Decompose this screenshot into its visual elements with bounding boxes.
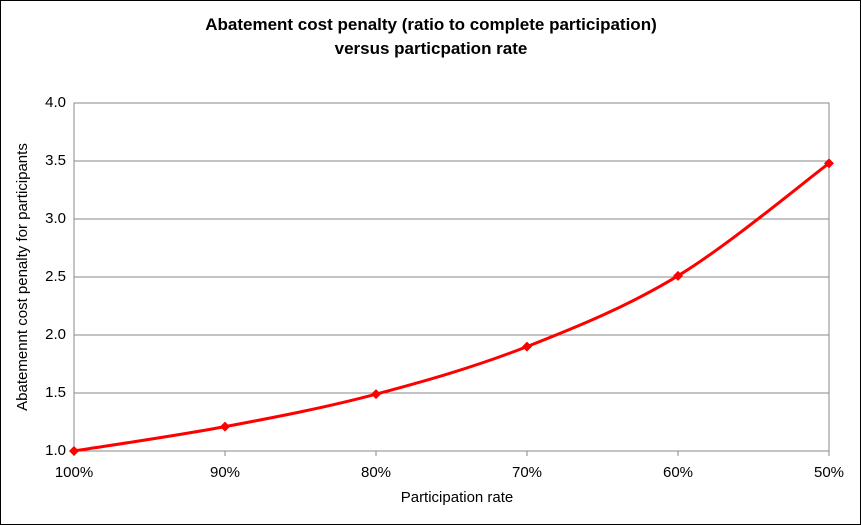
- y-axis-label: Abatemennt cost penalty for participants: [14, 143, 31, 411]
- series-line: [73, 162, 830, 453]
- x-tick-label: 60%: [663, 464, 693, 481]
- y-tick-label: 2.0: [45, 326, 66, 343]
- y-tick-label: 3.5: [45, 152, 66, 169]
- y-tick-label: 1.0: [45, 442, 66, 459]
- x-axis-label: Participation rate: [401, 489, 514, 506]
- x-tick-label: 50%: [814, 464, 844, 481]
- y-tick-label: 1.5: [45, 384, 66, 401]
- chart-title: Abatement cost penalty (ratio to complet…: [205, 15, 657, 58]
- data-point: [220, 421, 230, 432]
- y-tick-label: 2.5: [45, 268, 66, 285]
- y-tick-label: 3.0: [45, 210, 66, 227]
- data-point: [522, 341, 532, 352]
- data-point: [673, 270, 683, 281]
- data-point: [69, 446, 79, 456]
- y-tick-label: 4.0: [45, 94, 66, 111]
- x-tick-label: 90%: [210, 464, 240, 481]
- plot-frame: [73, 102, 830, 452]
- data-point: [371, 389, 381, 400]
- x-tick-label: 80%: [361, 464, 391, 481]
- x-tick-label: 100%: [55, 464, 93, 481]
- x-tick-label: 70%: [512, 464, 542, 481]
- data-point: [824, 158, 834, 169]
